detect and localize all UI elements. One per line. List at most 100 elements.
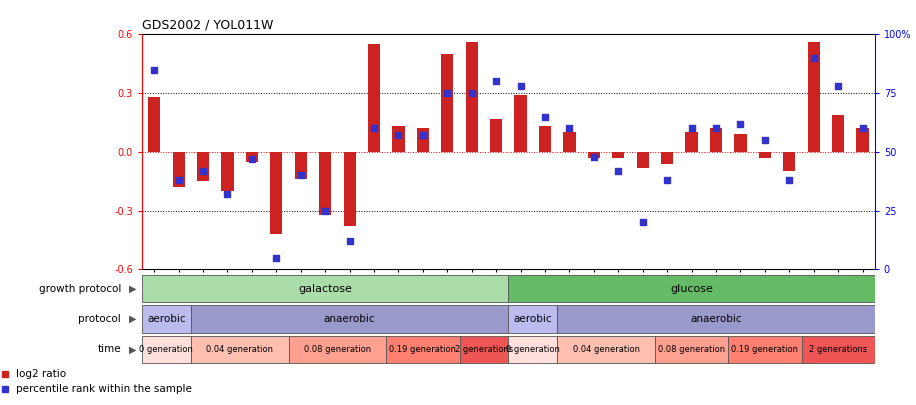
Text: 0.19 generation: 0.19 generation	[389, 345, 456, 354]
Point	[684, 125, 699, 132]
Text: ▶: ▶	[129, 284, 136, 294]
Text: 0.19 generation: 0.19 generation	[731, 345, 799, 354]
Bar	[508, 275, 875, 302]
Point	[343, 238, 357, 244]
Bar	[197, 152, 209, 181]
Bar	[783, 152, 795, 171]
Point	[269, 254, 284, 261]
Bar	[508, 336, 557, 363]
Bar	[460, 336, 508, 363]
Bar	[808, 42, 820, 152]
Text: 0.08 generation: 0.08 generation	[658, 345, 725, 354]
Bar	[508, 305, 557, 333]
Text: 2 generations: 2 generations	[455, 345, 513, 354]
Point	[856, 125, 870, 132]
Bar	[515, 95, 527, 152]
Text: anaerobic: anaerobic	[323, 314, 376, 324]
Text: 0 generation: 0 generation	[139, 345, 193, 354]
Text: ▶: ▶	[129, 344, 136, 354]
Bar	[802, 336, 875, 363]
Text: aerobic: aerobic	[147, 314, 186, 324]
Point	[636, 219, 650, 226]
Text: protocol: protocol	[78, 314, 121, 324]
Bar	[387, 336, 460, 363]
Bar	[270, 152, 282, 234]
Bar	[563, 132, 575, 152]
Point	[562, 125, 577, 132]
Bar	[222, 152, 234, 191]
Text: glucose: glucose	[671, 284, 713, 294]
Bar	[735, 134, 747, 152]
Point	[464, 90, 479, 96]
Point	[293, 172, 308, 179]
Bar	[392, 126, 405, 152]
Point	[171, 177, 186, 183]
Point	[733, 120, 747, 127]
Text: GDS2002 / YOL011W: GDS2002 / YOL011W	[142, 19, 273, 32]
Text: growth protocol: growth protocol	[38, 284, 121, 294]
Bar	[728, 336, 802, 363]
Bar	[685, 132, 698, 152]
Bar	[172, 152, 185, 187]
Bar	[557, 305, 875, 333]
Text: time: time	[97, 344, 121, 354]
Point	[611, 167, 626, 174]
Text: log2 ratio: log2 ratio	[16, 369, 66, 379]
Bar	[191, 305, 508, 333]
Bar	[148, 97, 160, 152]
Bar	[295, 152, 307, 179]
Point	[831, 83, 845, 90]
Bar	[245, 152, 258, 162]
Bar	[442, 54, 453, 152]
Bar	[142, 305, 191, 333]
Point	[196, 167, 211, 174]
Text: galactose: galactose	[299, 284, 352, 294]
Bar	[557, 336, 655, 363]
Point	[366, 125, 381, 132]
Text: ▶: ▶	[129, 314, 136, 324]
Bar	[490, 119, 502, 152]
Text: 0.08 generation: 0.08 generation	[304, 345, 371, 354]
Point	[709, 125, 724, 132]
Bar	[637, 152, 649, 168]
Point	[660, 177, 674, 183]
Point	[538, 113, 552, 120]
Bar	[655, 336, 728, 363]
Text: 0.04 generation: 0.04 generation	[572, 345, 639, 354]
Bar	[758, 152, 771, 158]
Point	[513, 83, 528, 90]
Bar	[856, 128, 868, 152]
Bar	[661, 152, 673, 164]
Point	[440, 90, 454, 96]
Point	[318, 207, 333, 214]
Point	[391, 132, 406, 139]
Bar	[612, 152, 625, 158]
Point	[758, 137, 772, 143]
Bar	[588, 152, 600, 158]
Bar	[191, 336, 289, 363]
Text: percentile rank within the sample: percentile rank within the sample	[16, 384, 192, 394]
Bar	[368, 44, 380, 152]
Bar	[319, 152, 332, 215]
Point	[147, 66, 161, 73]
Bar	[344, 152, 355, 226]
Bar	[832, 115, 845, 152]
Text: 0 generation: 0 generation	[506, 345, 560, 354]
Bar	[142, 336, 191, 363]
Text: 2 generations: 2 generations	[809, 345, 867, 354]
Text: aerobic: aerobic	[514, 314, 552, 324]
Bar	[465, 42, 478, 152]
Point	[416, 132, 431, 139]
Bar	[417, 128, 429, 152]
Bar	[289, 336, 387, 363]
Bar	[142, 275, 508, 302]
Bar	[710, 128, 722, 152]
Point	[782, 177, 797, 183]
Point	[586, 153, 601, 160]
Bar	[539, 126, 551, 152]
Point	[245, 156, 259, 162]
Text: 0.04 generation: 0.04 generation	[206, 345, 273, 354]
Point	[220, 191, 234, 197]
Text: anaerobic: anaerobic	[690, 314, 742, 324]
Point	[806, 55, 821, 61]
